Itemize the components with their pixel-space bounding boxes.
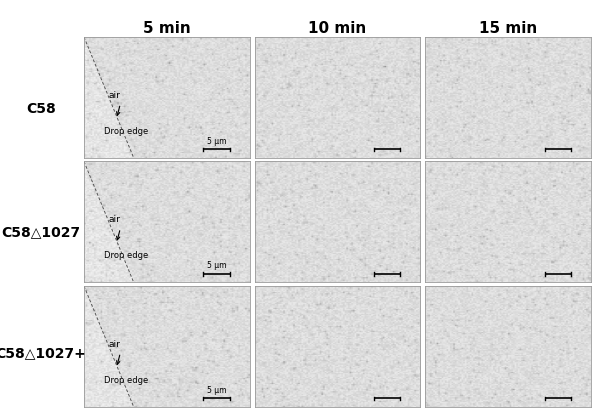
Text: C58: C58: [26, 102, 56, 116]
Title: 5 min: 5 min: [143, 21, 191, 36]
Text: Drop edge: Drop edge: [104, 251, 148, 260]
Text: 5 μm: 5 μm: [207, 386, 226, 395]
Text: Drop edge: Drop edge: [104, 376, 148, 385]
Text: C58△1027+: C58△1027+: [0, 346, 86, 360]
Text: air: air: [109, 339, 121, 349]
Title: 10 min: 10 min: [308, 21, 367, 36]
Title: 15 min: 15 min: [479, 21, 537, 36]
Text: air: air: [109, 215, 121, 224]
Text: Drop edge: Drop edge: [104, 127, 148, 136]
Text: air: air: [109, 90, 121, 99]
Text: C58△1027: C58△1027: [1, 225, 80, 239]
Text: 5 μm: 5 μm: [207, 137, 226, 146]
Text: 5 μm: 5 μm: [207, 261, 226, 270]
